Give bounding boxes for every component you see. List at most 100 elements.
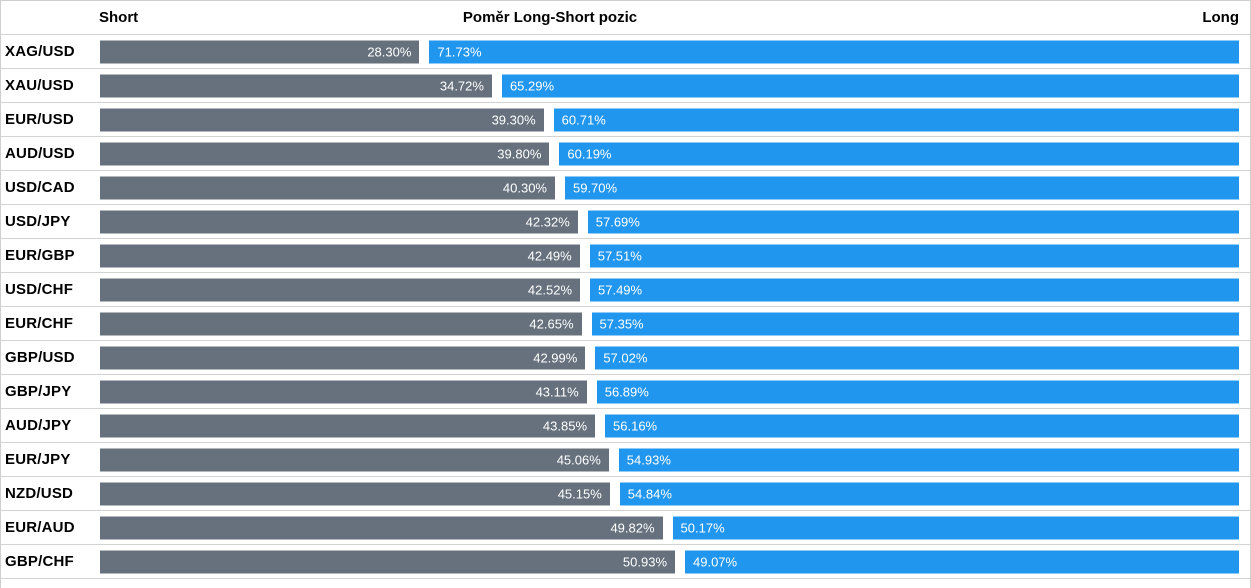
long-bar: 54.84%: [619, 482, 1239, 505]
table-row: NZD/USD 45.15% 54.84%: [1, 477, 1250, 511]
long-bar: 57.35%: [591, 312, 1239, 335]
short-bar: 43.11%: [100, 380, 587, 403]
long-bar: 54.93%: [618, 448, 1239, 471]
long-percent-label: 71.73%: [437, 44, 482, 59]
currency-pair-label: GBP/CHF: [5, 553, 74, 570]
table-row: AUD/USD 39.80% 60.19%: [1, 137, 1250, 171]
long-percent-label: 56.16%: [613, 418, 658, 433]
short-percent-label: 28.30%: [367, 44, 412, 59]
table-row: USD/CHF 42.52% 57.49%: [1, 273, 1250, 307]
short-bar: 43.85%: [100, 414, 596, 437]
ratio-bars-track: 43.11% 56.89%: [100, 380, 1239, 403]
short-percent-label: 45.15%: [557, 486, 602, 501]
short-bar: 34.72%: [100, 74, 492, 97]
long-percent-label: 57.49%: [598, 282, 643, 297]
short-percent-label: 42.49%: [527, 248, 572, 263]
ratio-bars-track: 43.85% 56.16%: [100, 414, 1239, 437]
short-bar: 42.32%: [100, 210, 578, 233]
short-percent-label: 42.32%: [525, 214, 570, 229]
short-bar: 28.30%: [100, 40, 420, 63]
long-bar: 60.71%: [553, 108, 1239, 131]
long-percent-label: 57.02%: [603, 350, 648, 365]
table-row: GBP/USD 42.99% 57.02%: [1, 341, 1250, 375]
short-bar: 42.52%: [100, 278, 580, 301]
short-bar: 40.30%: [100, 176, 555, 199]
short-percent-label: 34.72%: [439, 78, 484, 93]
long-bar: 57.51%: [589, 244, 1239, 267]
table-row: USD/CAD 40.30% 59.70%: [1, 171, 1250, 205]
short-bar: 39.80%: [100, 142, 550, 165]
short-percent-label: 43.11%: [535, 384, 579, 399]
table-row: XAG/USD 28.30% 71.73%: [1, 35, 1250, 69]
chart-title: Poměr Long-Short pozic: [462, 9, 638, 26]
currency-pair-label: AUD/USD: [5, 145, 75, 162]
short-bar: 39.30%: [100, 108, 544, 131]
currency-pair-label: GBP/JPY: [5, 383, 72, 400]
ratio-bars-track: 34.72% 65.29%: [100, 74, 1239, 97]
table-row: GBP/CHF 50.93% 49.07%: [1, 545, 1250, 579]
ratio-bars-track: 40.30% 59.70%: [100, 176, 1239, 199]
short-percent-label: 49.82%: [610, 520, 655, 535]
ratio-bars-track: 39.30% 60.71%: [100, 108, 1239, 131]
currency-pair-label: EUR/JPY: [5, 451, 71, 468]
short-bar: 42.65%: [100, 312, 582, 335]
long-bar: 57.49%: [590, 278, 1239, 301]
currency-pair-label: EUR/GBP: [5, 247, 75, 264]
long-percent-label: 57.35%: [599, 316, 644, 331]
long-percent-label: 59.70%: [572, 180, 618, 195]
short-percent-label: 50.93%: [622, 554, 667, 569]
rows-container: XAG/USD 28.30% 71.73% XAU/USD 34.72% 65.…: [1, 35, 1250, 579]
long-percent-label: 57.51%: [597, 248, 642, 263]
short-bar: 45.15%: [100, 482, 610, 505]
long-bar: 56.16%: [605, 414, 1239, 437]
table-row: EUR/USD 39.30% 60.71%: [1, 103, 1250, 137]
short-bar: 49.82%: [100, 516, 663, 539]
long-bar: 49.07%: [685, 550, 1239, 573]
currency-pair-label: USD/CHF: [5, 281, 74, 298]
table-row: AUD/JPY 43.85% 56.16%: [1, 409, 1250, 443]
short-percent-label: 40.30%: [502, 180, 547, 195]
ratio-bars-track: 50.93% 49.07%: [100, 550, 1239, 573]
long-bar: 50.17%: [672, 516, 1239, 539]
currency-pair-label: EUR/CHF: [5, 315, 74, 332]
ratio-bars-track: 28.30% 71.73%: [100, 40, 1239, 63]
short-percent-label: 42.99%: [533, 350, 578, 365]
short-percent-label: 45.06%: [556, 452, 601, 467]
header-long-label: Long: [1202, 9, 1239, 26]
currency-pair-label: EUR/USD: [5, 111, 74, 128]
table-row: EUR/AUD 49.82% 50.17%: [1, 511, 1250, 545]
long-bar: 59.70%: [564, 176, 1239, 199]
long-bar: 57.69%: [587, 210, 1239, 233]
short-bar: 45.06%: [100, 448, 609, 471]
short-bar: 50.93%: [100, 550, 675, 573]
table-row: EUR/JPY 45.06% 54.93%: [1, 443, 1250, 477]
ratio-bars-track: 42.99% 57.02%: [100, 346, 1239, 369]
long-percent-label: 50.17%: [680, 520, 725, 535]
ratio-bars-track: 45.06% 54.93%: [100, 448, 1239, 471]
long-bar: 60.19%: [559, 142, 1239, 165]
currency-pair-label: NZD/USD: [5, 485, 74, 502]
table-row: EUR/GBP 42.49% 57.51%: [1, 239, 1250, 273]
currency-pair-label: USD/JPY: [5, 213, 71, 230]
short-percent-label: 42.65%: [529, 316, 574, 331]
short-percent-label: 39.30%: [491, 112, 536, 127]
long-bar: 57.02%: [595, 346, 1239, 369]
currency-pair-label: GBP/USD: [5, 349, 75, 366]
table-row: EUR/CHF 42.65% 57.35%: [1, 307, 1250, 341]
ratio-bars-track: 42.65% 57.35%: [100, 312, 1239, 335]
ratio-bars-track: 49.82% 50.17%: [100, 516, 1239, 539]
long-percent-label: 65.29%: [509, 78, 555, 93]
ratio-bars-track: 42.32% 57.69%: [100, 210, 1239, 233]
short-percent-label: 42.52%: [527, 282, 572, 297]
long-bar: 56.89%: [596, 380, 1239, 403]
ratio-bars-track: 42.49% 57.51%: [100, 244, 1239, 267]
table-header: Short Poměr Long-Short pozic Long: [1, 1, 1250, 35]
currency-pair-label: XAG/USD: [5, 43, 75, 60]
currency-pair-label: EUR/AUD: [5, 519, 75, 536]
long-bar: 65.29%: [501, 74, 1239, 97]
long-percent-label: 60.19%: [567, 146, 612, 161]
long-percent-label: 57.69%: [595, 214, 640, 229]
long-percent-label: 49.07%: [693, 554, 738, 569]
currency-pair-label: USD/CAD: [5, 179, 75, 196]
